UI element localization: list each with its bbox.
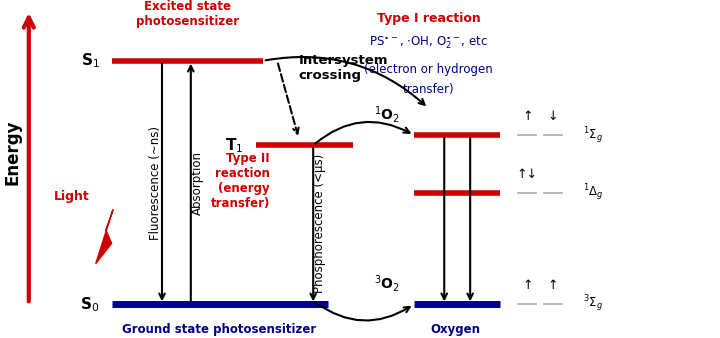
Text: Absorption: Absorption	[191, 150, 204, 215]
FancyArrowPatch shape	[315, 303, 410, 320]
Text: ↑: ↑	[522, 110, 533, 123]
FancyArrowPatch shape	[266, 57, 425, 105]
Text: T$_1$: T$_1$	[225, 136, 243, 155]
Text: Excited state
photosensitizer: Excited state photosensitizer	[135, 0, 239, 27]
FancyArrowPatch shape	[315, 122, 410, 144]
Text: $^1\Delta_g$: $^1\Delta_g$	[583, 183, 604, 203]
Polygon shape	[96, 210, 113, 264]
Text: Energy: Energy	[4, 119, 22, 185]
Text: $^1$O$_2$: $^1$O$_2$	[374, 104, 400, 125]
Text: ↑↓: ↑↓	[517, 168, 538, 180]
Text: Type II
reaction
(energy
transfer): Type II reaction (energy transfer)	[211, 152, 270, 210]
Text: ↑: ↑	[547, 279, 558, 292]
Text: Oxygen: Oxygen	[431, 323, 481, 336]
Text: ↓: ↓	[547, 110, 558, 123]
Text: S$_0$: S$_0$	[80, 295, 99, 314]
Text: Fluorescence (~ns): Fluorescence (~ns)	[149, 125, 162, 240]
Text: Light: Light	[54, 190, 90, 202]
Text: Ground state photosensitizer: Ground state photosensitizer	[122, 323, 317, 336]
Text: $^1\Sigma_g$: $^1\Sigma_g$	[583, 125, 603, 145]
Text: Phosphorescence (<μs): Phosphorescence (<μs)	[313, 153, 326, 293]
Text: (electron or hydrogen: (electron or hydrogen	[364, 63, 492, 76]
Text: Intersystem
crossing: Intersystem crossing	[299, 54, 388, 81]
Text: $^3$O$_2$: $^3$O$_2$	[374, 273, 400, 294]
Text: Type I reaction: Type I reaction	[377, 12, 480, 25]
Text: ↑: ↑	[522, 279, 533, 292]
Text: transfer): transfer)	[402, 83, 454, 96]
Text: $^3\Sigma_g$: $^3\Sigma_g$	[583, 294, 603, 314]
Text: PS$^{\bullet-}$, $\cdot$OH, O$_2^{\bullet-}$, etc: PS$^{\bullet-}$, $\cdot$OH, O$_2^{\bulle…	[369, 34, 488, 51]
Text: S$_1$: S$_1$	[81, 51, 99, 70]
